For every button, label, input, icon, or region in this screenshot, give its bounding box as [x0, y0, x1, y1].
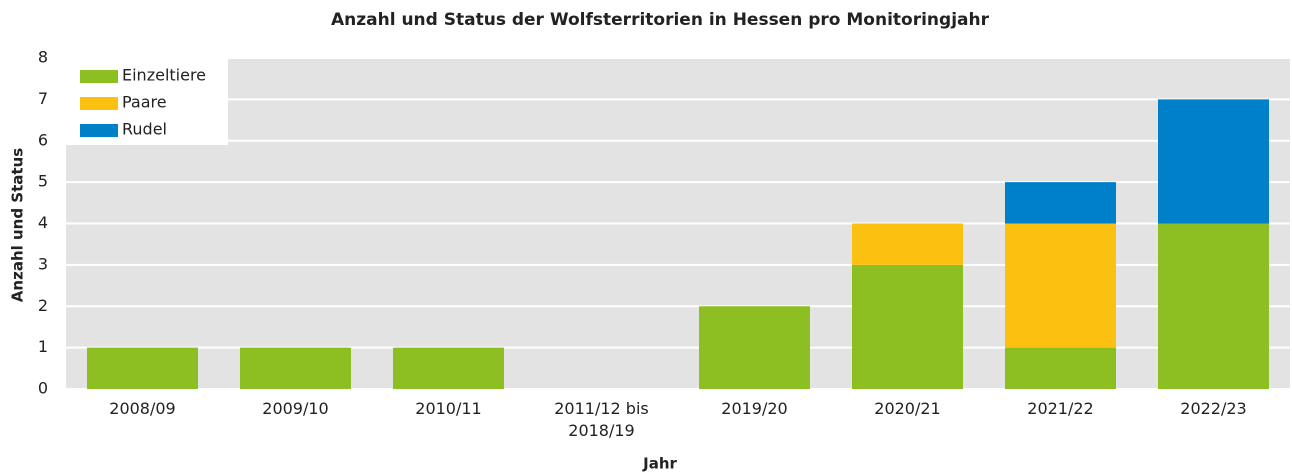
x-tick-label: 2010/11	[415, 399, 482, 418]
chart-title: Anzahl und Status der Wolfsterritorien i…	[331, 10, 990, 30]
x-tick-label: 2021/22	[1027, 399, 1094, 418]
bar-segment	[1158, 99, 1269, 224]
x-tick-label: 2020/21	[874, 399, 941, 418]
bar-segment	[87, 347, 198, 389]
bar-segment	[852, 223, 963, 265]
y-tick-label: 6	[38, 130, 48, 149]
x-tick-label: 2022/23	[1180, 399, 1247, 418]
bar-segment	[1158, 223, 1269, 389]
x-tick-label: 2009/10	[262, 399, 329, 418]
bar-segment	[699, 306, 810, 389]
legend-label: Rudel	[122, 120, 167, 139]
y-tick-label: 3	[38, 254, 48, 273]
y-tick-label: 0	[38, 379, 48, 398]
bar-segment	[1005, 223, 1116, 348]
y-tick-label: 1	[38, 337, 48, 356]
bar-segment	[1005, 182, 1116, 224]
y-tick-label: 4	[38, 213, 48, 232]
x-axis-label: Jahr	[642, 455, 677, 473]
bar-segment	[240, 347, 351, 389]
x-tick-label: 2008/09	[109, 399, 176, 418]
y-tick-label: 7	[38, 89, 48, 108]
y-tick-label: 8	[38, 48, 48, 67]
bar-segment	[852, 264, 963, 389]
y-tick-label: 5	[38, 172, 48, 191]
y-tick-label: 2	[38, 296, 48, 315]
x-tick-label: 2011/12 bis 2018/19	[554, 399, 649, 440]
bar-segment	[393, 347, 504, 389]
legend-swatch	[80, 124, 118, 137]
legend-label: Paare	[122, 93, 167, 112]
y-axis-label: Anzahl und Status	[9, 148, 27, 302]
legend-label: Einzeltiere	[122, 66, 206, 85]
bar-segment	[1005, 347, 1116, 389]
legend-swatch	[80, 97, 118, 110]
x-tick-label: 2019/20	[721, 399, 788, 418]
legend-swatch	[80, 70, 118, 83]
